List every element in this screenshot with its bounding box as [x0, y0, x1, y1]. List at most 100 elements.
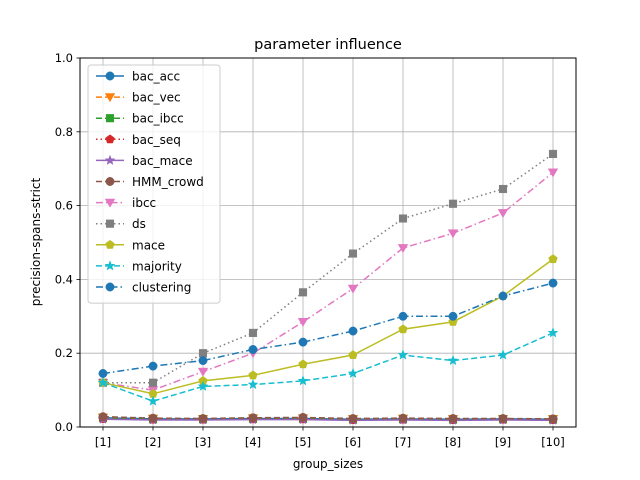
legend-marker [105, 114, 115, 123]
data-point [148, 361, 158, 371]
data-point [497, 209, 509, 219]
data-point [547, 168, 559, 178]
legend-marker [105, 177, 115, 186]
legend-marker [105, 134, 115, 144]
legend-item: bac_ibcc [96, 112, 184, 126]
legend-marker [105, 71, 115, 81]
legend-item: bac_acc [96, 70, 180, 84]
x-tick-label: [1] [95, 435, 111, 449]
data-point [197, 380, 209, 392]
legend-label: majority [132, 259, 182, 273]
data-point [448, 199, 458, 208]
data-point [198, 356, 208, 366]
legend: bac_acc bac_vec bac_ibcc bac_seq bac_mace HMM… [87, 64, 221, 304]
data-point [298, 359, 308, 369]
series-line [102, 171, 554, 391]
data-point [248, 345, 258, 354]
x-tick-label: [2] [145, 435, 161, 449]
x-tick-label: [7] [395, 435, 411, 449]
data-point [397, 244, 409, 254]
data-point [298, 412, 308, 422]
legend-label: bac_acc [132, 70, 180, 84]
data-point [98, 369, 108, 378]
legend-item: bac_vec [96, 91, 181, 105]
data-point [548, 414, 558, 424]
data-point [548, 254, 558, 264]
data-point [347, 284, 359, 294]
legend-item: ds [96, 217, 146, 231]
data-point [547, 327, 559, 338]
data-point [448, 311, 458, 321]
series-line [103, 153, 554, 384]
data-point [348, 350, 358, 360]
data-point [398, 324, 408, 334]
data-point [98, 412, 108, 422]
data-point [297, 375, 309, 386]
data-point [248, 328, 258, 337]
data-point [148, 378, 158, 387]
y-tick-label: 0.0 [55, 420, 73, 434]
legend-marker [105, 239, 115, 249]
legend-item: mace [96, 238, 165, 252]
legend-item: HMM_crowd [96, 175, 204, 189]
x-tick-label: [10] [541, 435, 565, 449]
data-point [397, 349, 409, 360]
series-line [102, 415, 554, 420]
data-point [348, 326, 358, 336]
legend-label: mace [132, 238, 165, 252]
x-tick-label: [8] [445, 435, 461, 449]
y-tick-label: 1.0 [55, 51, 73, 65]
series-majority [97, 327, 559, 406]
legend-item: clustering [96, 281, 191, 295]
x-tick-label: [3] [195, 435, 211, 449]
axes-frame [79, 57, 577, 428]
y-tick-label: 0.8 [55, 125, 73, 139]
series-ds [98, 149, 558, 387]
data-point [148, 413, 158, 423]
data-point [197, 367, 209, 377]
y-tick-label: 0.6 [55, 199, 73, 213]
data-point [348, 249, 358, 258]
y-tick-label: 0.4 [55, 272, 73, 286]
chart-title: parameter influence [254, 37, 402, 53]
data-point [448, 414, 458, 423]
legend-item: bac_mace [96, 154, 193, 168]
legend-marker [104, 260, 116, 271]
legend-label: clustering [132, 281, 191, 295]
legend-label: bac_ibcc [132, 112, 184, 126]
legend-label: bac_vec [132, 91, 181, 105]
data-point [298, 337, 308, 347]
legend-label: bac_seq [132, 133, 181, 147]
y-tick-label: 0.2 [55, 346, 73, 360]
data-point [447, 354, 459, 366]
data-point [447, 229, 459, 239]
legend-item: ibcc [96, 196, 156, 210]
data-point [398, 413, 408, 423]
series-line [102, 418, 554, 422]
x-tick-label: [9] [495, 435, 511, 449]
legend-label: ibcc [132, 196, 156, 210]
data-point [247, 378, 259, 390]
legend-marker [104, 93, 116, 103]
data-point [548, 149, 558, 158]
ticks: 0.0 0.2 0.4 0.6 0.8 1.0 [1] [2] [3] [4] [5] [6] [7] [… [55, 51, 565, 449]
legend-marker [105, 219, 115, 228]
data-point [497, 349, 509, 360]
y-axis-label: precision-spans-strict [29, 178, 43, 307]
data-point [398, 311, 408, 321]
series-clustering [98, 278, 558, 378]
data-point [297, 317, 309, 327]
data-point [548, 278, 558, 288]
data-point [248, 413, 258, 423]
x-tick-label: [4] [245, 435, 261, 449]
series-line [102, 332, 554, 402]
data-point [498, 414, 508, 423]
legend-label: bac_mace [132, 154, 193, 168]
data-point [97, 377, 109, 388]
data-point [198, 414, 208, 423]
series-line [102, 258, 554, 395]
data-point [498, 184, 508, 194]
data-point [347, 367, 359, 379]
x-tick-label: [6] [345, 435, 361, 449]
